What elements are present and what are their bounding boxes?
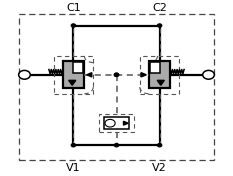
Circle shape — [114, 144, 119, 147]
Circle shape — [71, 24, 75, 27]
Circle shape — [19, 70, 30, 79]
Polygon shape — [87, 73, 92, 77]
Text: C2: C2 — [152, 3, 167, 13]
Polygon shape — [123, 121, 128, 125]
Circle shape — [105, 119, 115, 127]
Polygon shape — [141, 73, 146, 77]
Bar — [140, 56, 179, 94]
Circle shape — [158, 24, 162, 27]
Circle shape — [71, 144, 75, 147]
Text: V1: V1 — [66, 163, 81, 173]
Circle shape — [114, 73, 119, 76]
Bar — [73, 62, 83, 74]
Circle shape — [158, 144, 162, 147]
Bar — [149, 61, 170, 89]
Circle shape — [114, 73, 119, 76]
Bar — [99, 114, 134, 132]
Bar — [150, 62, 160, 74]
Bar — [104, 117, 129, 129]
Circle shape — [203, 70, 214, 79]
Bar — [63, 61, 84, 89]
Bar — [19, 14, 214, 160]
Polygon shape — [69, 80, 76, 85]
Polygon shape — [157, 80, 164, 85]
Text: V2: V2 — [152, 163, 167, 173]
Text: C1: C1 — [66, 3, 81, 13]
Bar — [54, 56, 93, 94]
